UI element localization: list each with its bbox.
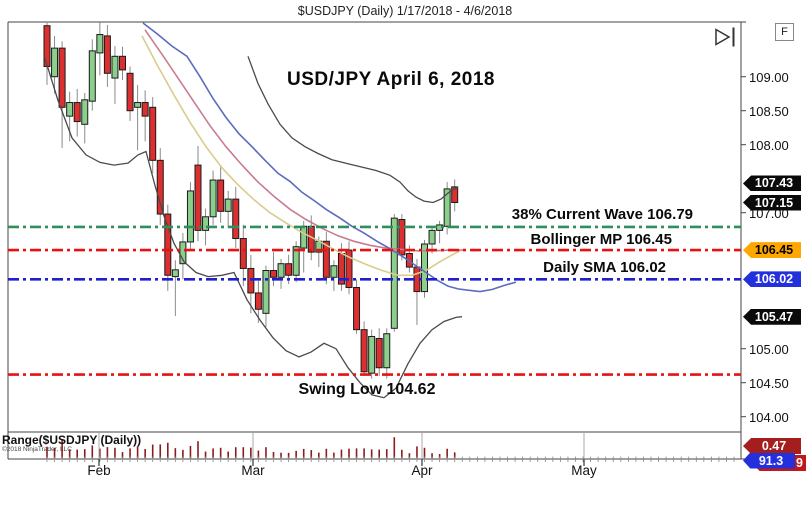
time-axis-ticks <box>46 433 735 466</box>
y-axis-label: 108.50 <box>749 103 789 119</box>
x-axis-label: May <box>571 463 597 478</box>
indicator-value-tag: 91.3 <box>743 452 795 469</box>
f-button[interactable]: F <box>775 23 794 41</box>
chart-annotation-title: USD/JPY April 6, 2018 <box>287 69 495 90</box>
price-tag: 107.15 <box>743 194 801 211</box>
y-axis-label: 105.00 <box>749 341 789 357</box>
y-axis-label: 104.50 <box>749 375 789 391</box>
daily-sma-label: Daily SMA 106.02 <box>543 259 666 276</box>
y-axis-label: 109.00 <box>749 69 789 85</box>
range-histogram <box>46 437 456 458</box>
x-axis-label: Mar <box>241 463 265 478</box>
bollinger-upper-band <box>247 56 459 204</box>
price-tag: 106.45 <box>743 242 801 259</box>
swing-low-label: Swing Low 104.62 <box>298 381 436 398</box>
bollinger-lower-band <box>44 58 463 399</box>
y-axis-label: 108.00 <box>749 137 789 153</box>
price-tag: 105.47 <box>743 308 801 325</box>
window-title: $USDJPY (Daily) 1/17/2018 - 4/6/2018 <box>297 4 513 18</box>
y-axis-label: 104.00 <box>749 409 789 425</box>
blue-moving-average <box>142 22 517 293</box>
yellow-moving-average <box>141 35 461 277</box>
range-panel-label: Range($USDJPY (Daily)) <box>2 433 142 447</box>
copyright-text: ©2018 NinjaTrader, LLC <box>2 446 72 453</box>
bollinger-mp-label: Bollinger MP 106.45 <box>530 231 672 248</box>
price-tag: 106.02 <box>743 271 801 288</box>
price-tag: 107.43 <box>743 175 801 192</box>
x-axis-label: Apr <box>411 463 433 478</box>
fib-wave-label: 38% Current Wave 106.79 <box>511 206 693 223</box>
x-axis-label: Feb <box>87 463 111 478</box>
range-value-tag: 0.47 <box>743 438 801 454</box>
go-to-end-icon[interactable] <box>715 27 735 47</box>
